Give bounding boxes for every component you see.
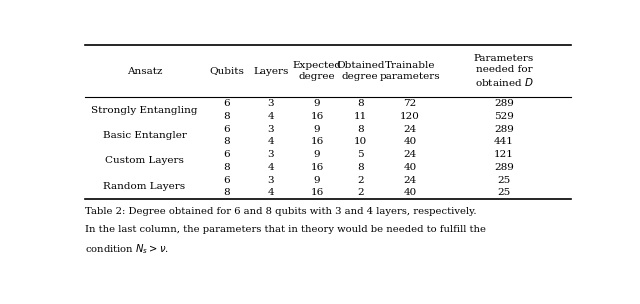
Text: 24: 24: [403, 176, 417, 185]
Text: Parameters
needed for
obtained $D$: Parameters needed for obtained $D$: [474, 54, 534, 88]
Text: Expected
degree: Expected degree: [292, 61, 342, 81]
Text: 4: 4: [268, 137, 275, 147]
Text: 8: 8: [357, 163, 364, 172]
Text: 441: 441: [494, 137, 514, 147]
Text: Basic Entangler: Basic Entangler: [102, 131, 186, 140]
Text: 8: 8: [223, 188, 230, 197]
Text: 16: 16: [310, 137, 324, 147]
Text: Random Layers: Random Layers: [104, 182, 186, 191]
Text: 2: 2: [357, 176, 364, 185]
Text: Custom Layers: Custom Layers: [105, 157, 184, 165]
Text: 40: 40: [403, 163, 417, 172]
Text: condition $N_s > \nu$.: condition $N_s > \nu$.: [85, 243, 169, 256]
Text: 2: 2: [357, 188, 364, 197]
Text: 4: 4: [268, 163, 275, 172]
Text: 25: 25: [497, 176, 511, 185]
Text: In the last column, the parameters that in theory would be needed to fulfill the: In the last column, the parameters that …: [85, 225, 486, 234]
Text: 289: 289: [494, 99, 514, 108]
Text: 16: 16: [310, 112, 324, 121]
Text: 8: 8: [223, 163, 230, 172]
Text: 9: 9: [314, 176, 321, 185]
Text: Strongly Entangling: Strongly Entangling: [92, 105, 198, 115]
Text: 25: 25: [497, 188, 511, 197]
Text: 8: 8: [357, 125, 364, 134]
Text: 6: 6: [223, 176, 230, 185]
Text: 8: 8: [357, 99, 364, 108]
Text: 3: 3: [268, 150, 275, 159]
Text: 4: 4: [268, 112, 275, 121]
Text: 40: 40: [403, 137, 417, 147]
Text: 16: 16: [310, 163, 324, 172]
Text: 11: 11: [354, 112, 367, 121]
Text: 10: 10: [354, 137, 367, 147]
Text: Obtained
degree: Obtained degree: [336, 61, 385, 81]
Text: 289: 289: [494, 125, 514, 134]
Text: 120: 120: [400, 112, 420, 121]
Text: 3: 3: [268, 125, 275, 134]
Text: 3: 3: [268, 99, 275, 108]
Text: Trainable
parameters: Trainable parameters: [380, 61, 440, 81]
Text: Qubits: Qubits: [209, 67, 244, 75]
Text: 24: 24: [403, 150, 417, 159]
Text: 289: 289: [494, 163, 514, 172]
Text: 9: 9: [314, 99, 321, 108]
Text: 6: 6: [223, 150, 230, 159]
Text: 40: 40: [403, 188, 417, 197]
Text: 4: 4: [268, 188, 275, 197]
Text: 121: 121: [494, 150, 514, 159]
Text: 529: 529: [494, 112, 514, 121]
Text: 8: 8: [223, 112, 230, 121]
Text: 3: 3: [268, 176, 275, 185]
Text: 24: 24: [403, 125, 417, 134]
Text: 8: 8: [223, 137, 230, 147]
Text: 6: 6: [223, 125, 230, 134]
Text: 72: 72: [403, 99, 417, 108]
Text: 9: 9: [314, 150, 321, 159]
Text: 6: 6: [223, 99, 230, 108]
Text: Layers: Layers: [253, 67, 289, 75]
Text: 5: 5: [357, 150, 364, 159]
Text: 16: 16: [310, 188, 324, 197]
Text: 9: 9: [314, 125, 321, 134]
Text: Table 2: Degree obtained for 6 and 8 qubits with 3 and 4 layers, respectively.: Table 2: Degree obtained for 6 and 8 qub…: [85, 207, 476, 216]
Text: Ansatz: Ansatz: [127, 67, 162, 75]
